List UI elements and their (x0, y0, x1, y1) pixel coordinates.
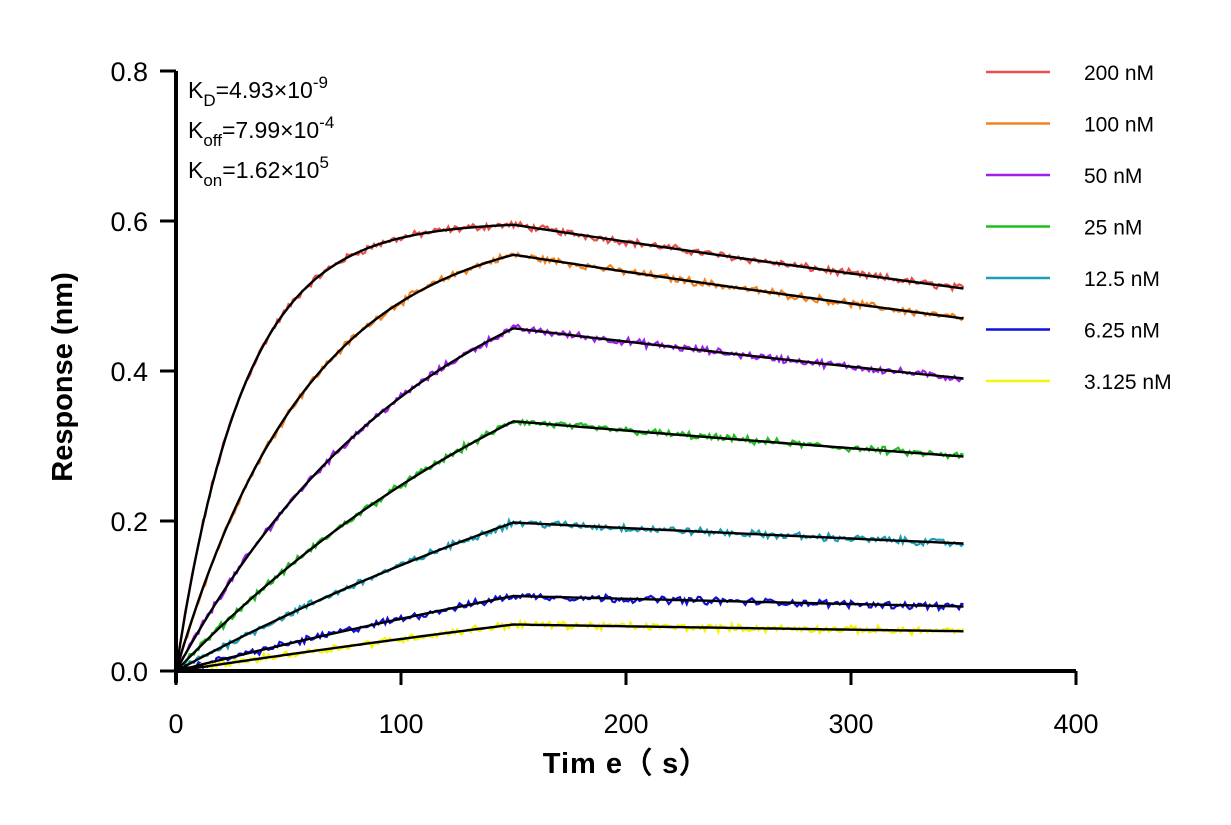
legend-label-5: 6.25 nM (1084, 320, 1160, 343)
y-tick-label-1: 0.2 (110, 507, 148, 537)
legend-label-4: 12.5 nM (1084, 268, 1160, 291)
legend-label-0: 200 nM (1084, 62, 1154, 85)
y-tick-label-4: 0.8 (110, 57, 148, 87)
annotation-1: Koff=7.99×10-4 (188, 113, 334, 150)
annotation-2: Kon=1.62×105 (188, 153, 329, 190)
legend-label-2: 50 nM (1084, 165, 1142, 188)
x-tick-label-2: 200 (603, 709, 648, 739)
fit-curve-4 (175, 521, 964, 673)
x-tick-label-0: 0 (168, 709, 183, 739)
x-axis-title: Tim e（ s） (543, 747, 709, 780)
y-tick-label-0: 0.0 (110, 657, 148, 687)
x-tick-label-1: 100 (378, 709, 423, 739)
axes-layer: 0 100 200 300 400 0.0 0.2 0.4 0.6 0.8 (110, 57, 1098, 739)
x-tick-label-4: 400 (1053, 709, 1098, 739)
y-axis-title: Response (nm) (47, 272, 79, 481)
y-tick-label-2: 0.4 (110, 357, 148, 387)
fit-curve-3 (175, 420, 964, 672)
legend-label-1: 100 nM (1084, 114, 1154, 137)
fit-curve-0 (174, 223, 964, 672)
series-line-3 (175, 418, 964, 672)
series-line-4 (175, 517, 965, 672)
fit-curve-2 (174, 327, 964, 672)
series-line-1 (174, 251, 965, 672)
y-tick-label-3: 0.6 (110, 207, 148, 237)
annotation-0: KD=4.93×10-9 (188, 73, 328, 110)
legend-label-3: 25 nM (1084, 217, 1142, 240)
x-tick-label-3: 300 (828, 709, 873, 739)
legend: 200 nM 100 nM 50 nM 25 nM 12.5 nM 6.25 nM 3.12… (986, 62, 1172, 394)
legend-label-6: 3.125 nM (1084, 371, 1172, 394)
fit-curves-layer (174, 223, 964, 673)
series-line-5 (175, 592, 964, 673)
fit-curve-1 (174, 253, 964, 672)
fit-curve-5 (175, 594, 964, 673)
fit-curve-6 (175, 623, 964, 673)
